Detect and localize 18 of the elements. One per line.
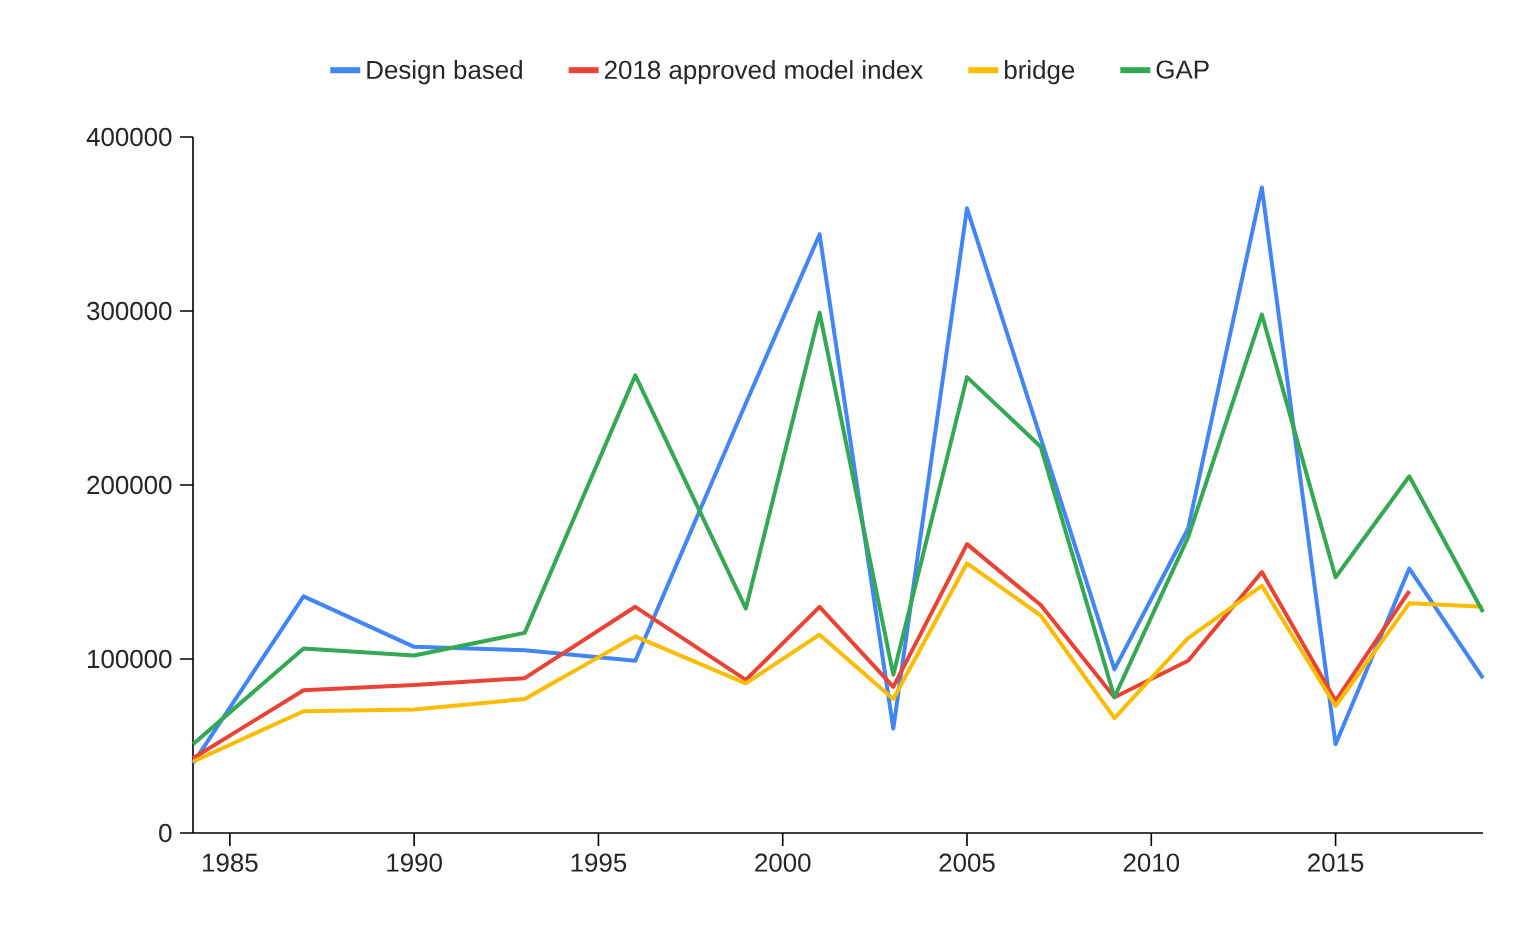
y-tick-label: 200000 (87, 475, 172, 495)
y-tick-label: 0 (159, 823, 172, 843)
y-tick-label: 300000 (87, 301, 172, 321)
x-tick-label: 2000 (755, 853, 811, 872)
x-tick-label: 2005 (939, 853, 995, 872)
line-series (191, 185, 1485, 766)
x-tick-label: 2010 (1123, 853, 1180, 872)
y-tick-label: 400000 (86, 127, 172, 147)
y-tick-label: 100000 (88, 649, 172, 669)
legend-label: bridge (1005, 60, 1075, 85)
legend-label: 2018 approved model index (604, 60, 923, 85)
x-tick-label: 2015 (1308, 853, 1364, 872)
x-tick-label: 1995 (571, 853, 627, 872)
x-tick-label: 1985 (203, 853, 258, 872)
line-series (191, 310, 1485, 747)
legend-label: GAP (1156, 60, 1209, 79)
legend-label: Design based (367, 60, 522, 85)
x-tick-label: 1990 (387, 853, 442, 872)
